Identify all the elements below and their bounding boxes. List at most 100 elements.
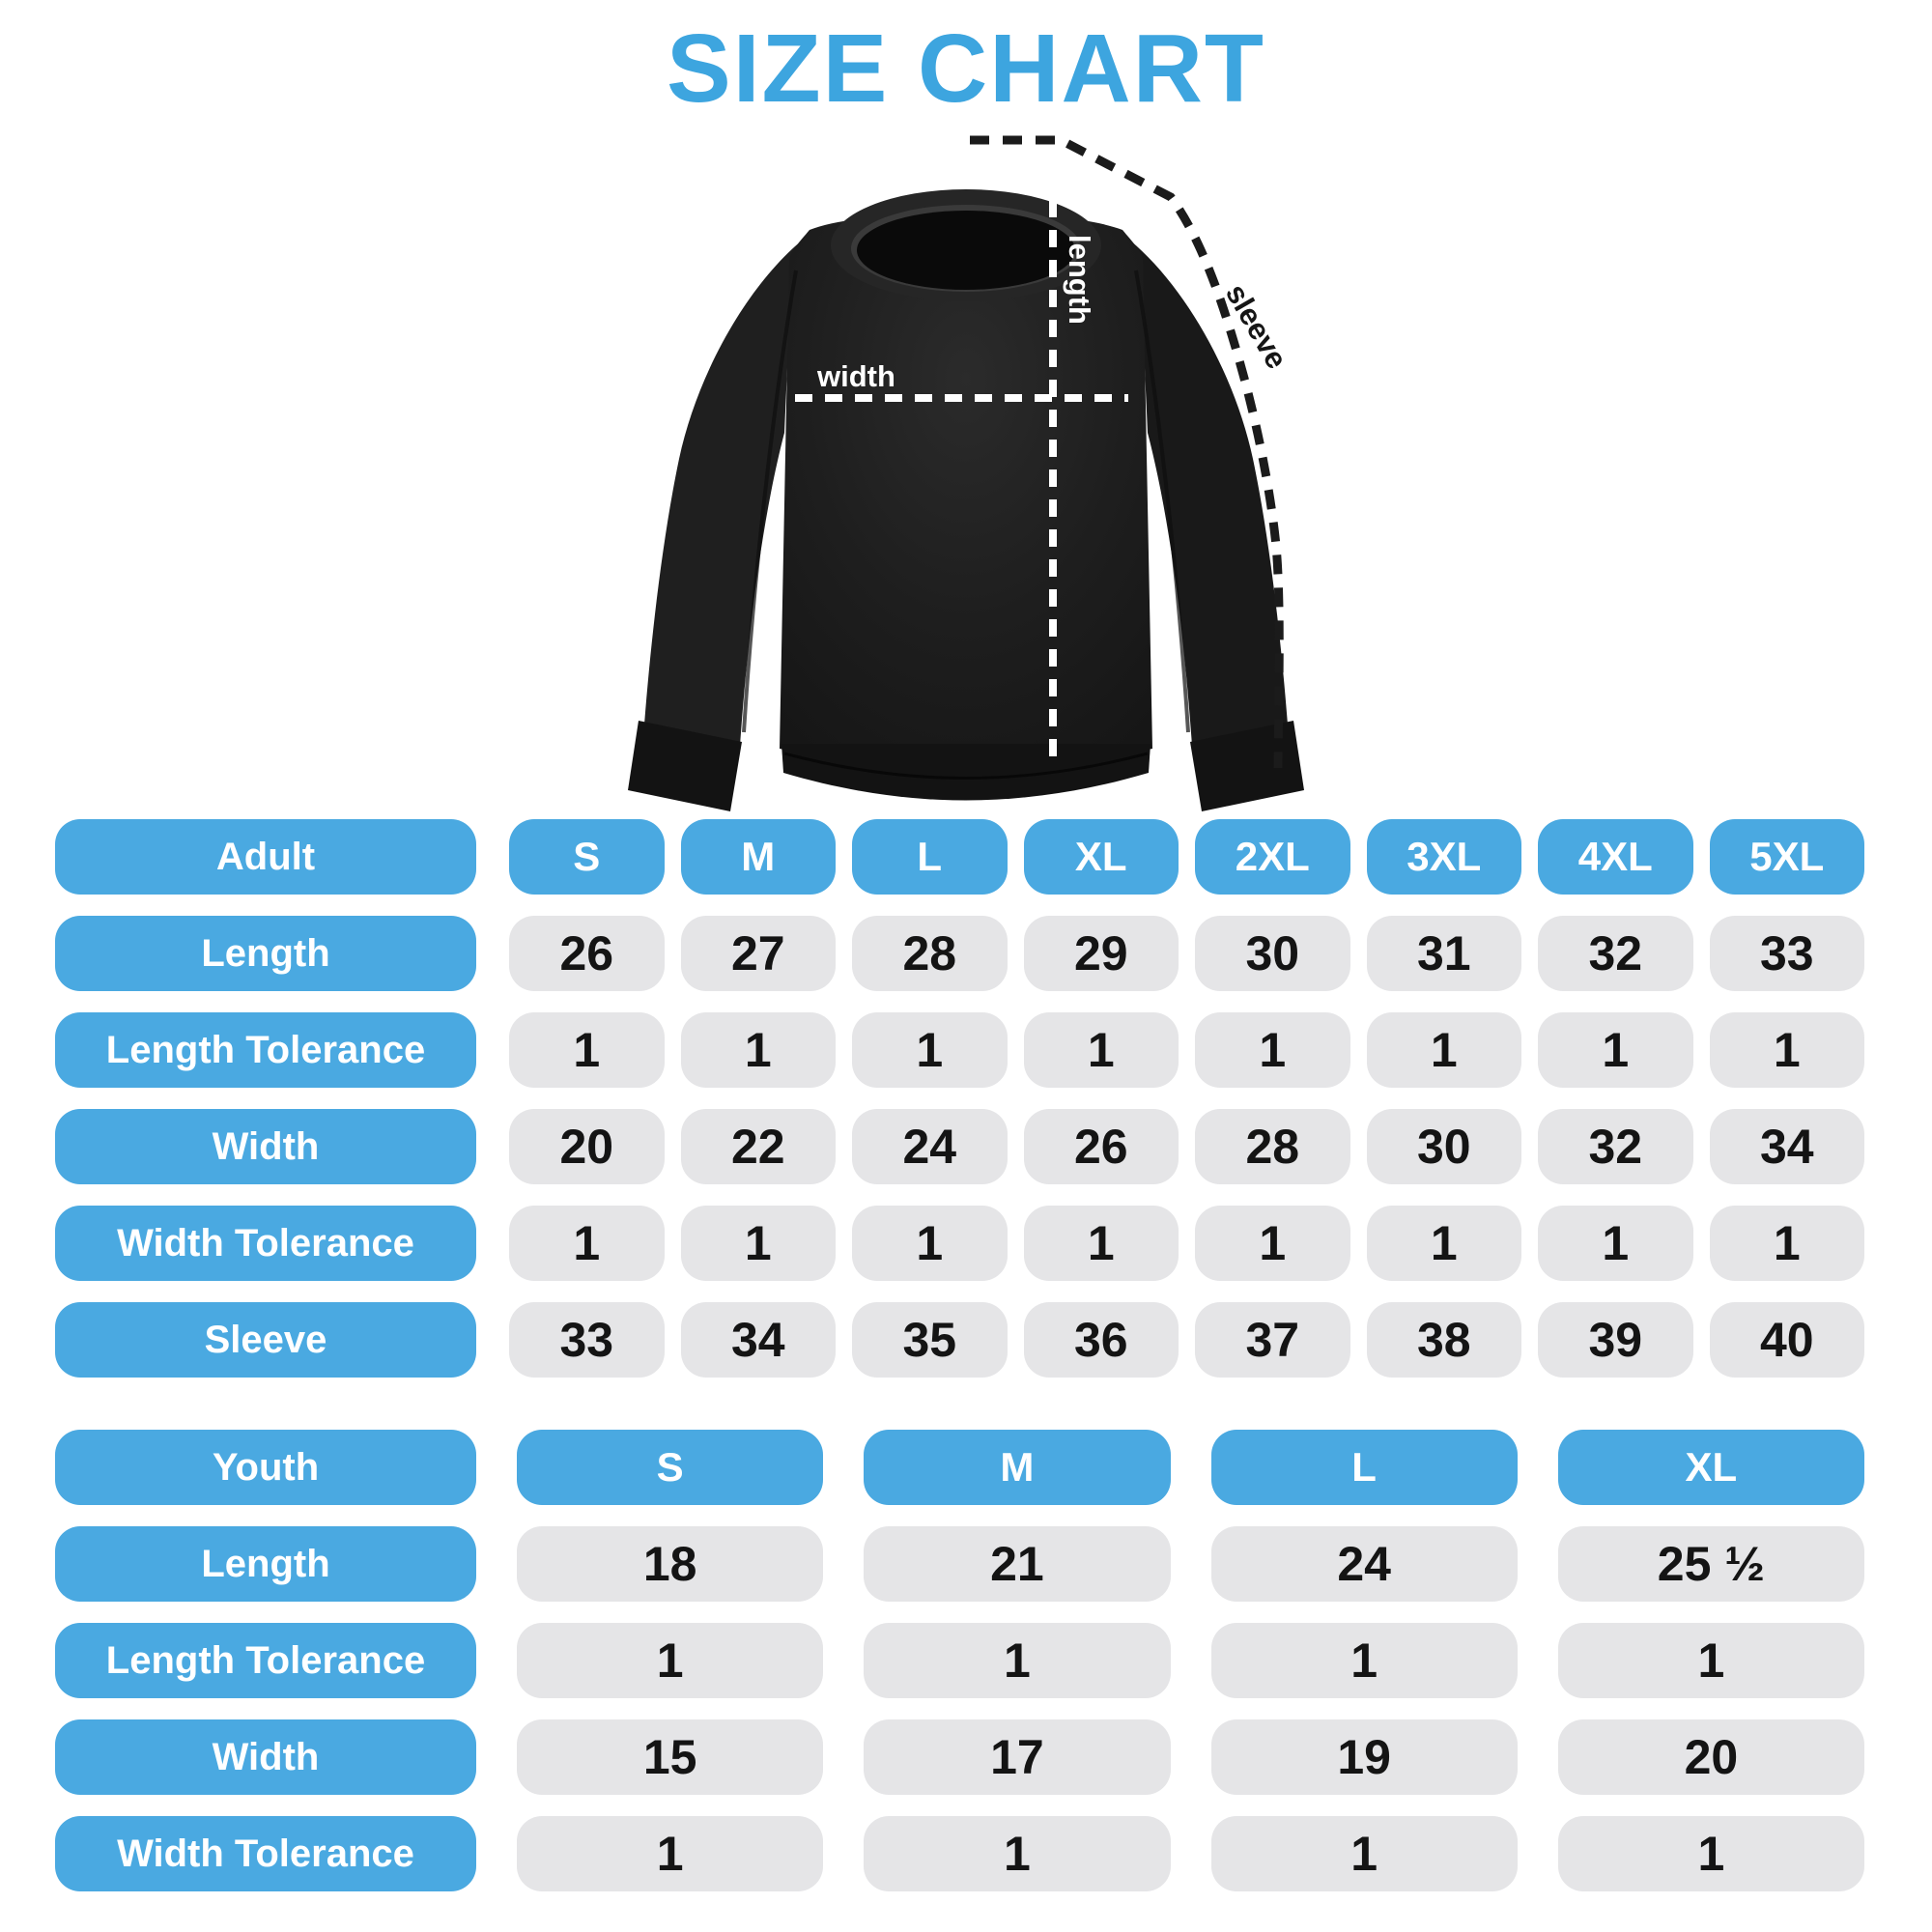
value-cell: 1 [1210, 1623, 1518, 1698]
youth-col-header: XL [1557, 1430, 1864, 1505]
adult-length-row: Length 26 27 28 29 30 31 32 33 [55, 916, 1864, 991]
value-cell: 28 [852, 916, 1008, 991]
value-cell: 33 [509, 1302, 665, 1378]
value-cell: 31 [1366, 916, 1521, 991]
sweatshirt-measurement-diagram: width length sleeve [628, 135, 1304, 811]
youth-col-header: M [864, 1430, 1171, 1505]
sweatshirt-body [780, 213, 1152, 769]
value-cell: 1 [1195, 1206, 1350, 1281]
value-cell: 1 [509, 1012, 665, 1088]
adult-col-header: 4XL [1538, 819, 1693, 895]
value-cell: 1 [509, 1206, 665, 1281]
value-cell: 39 [1538, 1302, 1693, 1378]
value-cell: 1 [517, 1816, 824, 1891]
right-cuff [1190, 721, 1304, 811]
right-sleeve-seam [1134, 270, 1190, 733]
sleeve-label: sleeve [1219, 278, 1294, 375]
row-label: Width Tolerance [55, 1206, 476, 1281]
value-cell: 33 [1709, 916, 1864, 991]
adult-length-tolerance-row: Length Tolerance 1 1 1 1 1 1 1 1 [55, 1012, 1864, 1088]
value-cell: 1 [1709, 1012, 1864, 1088]
value-cell: 1 [680, 1012, 836, 1088]
value-cell: 29 [1023, 916, 1179, 991]
value-cell: 1 [1366, 1206, 1521, 1281]
adult-col-header: L [852, 819, 1008, 895]
value-cell: 15 [517, 1719, 824, 1795]
value-cell: 32 [1538, 1109, 1693, 1184]
youth-size-table: Youth S M L XL Length 18 21 24 25 ½ Leng… [55, 1430, 1864, 1913]
hem-band [781, 744, 1151, 801]
youth-length-row: Length 18 21 24 25 ½ [55, 1526, 1864, 1602]
adult-header-row: Adult S M L XL 2XL 3XL 4XL 5XL [55, 819, 1864, 895]
value-cell: 1 [1557, 1623, 1864, 1698]
value-cell: 1 [517, 1623, 824, 1698]
row-label: Width [55, 1719, 476, 1795]
value-cell: 1 [864, 1623, 1171, 1698]
value-cell: 32 [1538, 916, 1693, 991]
youth-col-header: L [1210, 1430, 1518, 1505]
length-label: length [1063, 235, 1096, 325]
adult-width-tolerance-row: Width Tolerance 1 1 1 1 1 1 1 1 [55, 1206, 1864, 1281]
adult-table-title: Adult [55, 819, 476, 895]
page-title: SIZE CHART [667, 14, 1265, 123]
row-label: Length Tolerance [55, 1623, 476, 1698]
row-label: Length [55, 916, 476, 991]
value-cell: 36 [1023, 1302, 1179, 1378]
left-sleeve [644, 236, 808, 746]
left-cuff [628, 721, 742, 811]
value-cell: 18 [517, 1526, 824, 1602]
adult-col-header: 5XL [1709, 819, 1864, 895]
value-cell: 37 [1195, 1302, 1350, 1378]
value-cell: 22 [680, 1109, 836, 1184]
hem-seam [783, 752, 1149, 780]
value-cell: 19 [1210, 1719, 1518, 1795]
row-label: Sleeve [55, 1302, 476, 1378]
value-cell: 1 [864, 1816, 1171, 1891]
left-sleeve-seam [742, 270, 798, 733]
adult-col-header: XL [1023, 819, 1179, 895]
right-sleeve [1124, 236, 1288, 746]
row-label: Length Tolerance [55, 1012, 476, 1088]
value-cell: 1 [1557, 1816, 1864, 1891]
value-cell: 20 [1557, 1719, 1864, 1795]
youth-col-header: S [517, 1430, 824, 1505]
value-cell: 1 [1195, 1012, 1350, 1088]
row-label: Width [55, 1109, 476, 1184]
value-cell: 40 [1709, 1302, 1864, 1378]
value-cell: 1 [1210, 1816, 1518, 1891]
adult-sleeve-row: Sleeve 33 34 35 36 37 38 39 40 [55, 1302, 1864, 1378]
width-label: width [816, 359, 895, 393]
value-cell: 20 [509, 1109, 665, 1184]
row-label: Length [55, 1526, 476, 1602]
value-cell: 1 [1023, 1206, 1179, 1281]
value-cell: 1 [1538, 1012, 1693, 1088]
adult-col-header: M [680, 819, 836, 895]
value-cell: 1 [852, 1206, 1008, 1281]
value-cell: 1 [1709, 1206, 1864, 1281]
value-cell: 1 [1538, 1206, 1693, 1281]
value-cell: 38 [1366, 1302, 1521, 1378]
value-cell: 25 ½ [1557, 1526, 1864, 1602]
row-label: Width Tolerance [55, 1816, 476, 1891]
value-cell: 30 [1366, 1109, 1521, 1184]
value-cell: 21 [864, 1526, 1171, 1602]
value-cell: 30 [1195, 916, 1350, 991]
value-cell: 1 [1366, 1012, 1521, 1088]
value-cell: 24 [852, 1109, 1008, 1184]
sleeve-measure-line [970, 135, 1284, 769]
adult-width-row: Width 20 22 24 26 28 30 32 34 [55, 1109, 1864, 1184]
value-cell: 28 [1195, 1109, 1350, 1184]
youth-length-tolerance-row: Length Tolerance 1 1 1 1 [55, 1623, 1864, 1698]
value-cell: 26 [1023, 1109, 1179, 1184]
youth-table-title: Youth [55, 1430, 476, 1505]
value-cell: 34 [1709, 1109, 1864, 1184]
value-cell: 24 [1210, 1526, 1518, 1602]
value-cell: 17 [864, 1719, 1171, 1795]
value-cell: 26 [509, 916, 665, 991]
adult-size-table: Adult S M L XL 2XL 3XL 4XL 5XL Length 26… [55, 819, 1864, 1399]
collar-inner [857, 211, 1075, 290]
value-cell: 1 [852, 1012, 1008, 1088]
adult-col-header: 3XL [1366, 819, 1521, 895]
adult-col-header: 2XL [1195, 819, 1350, 895]
value-cell: 35 [852, 1302, 1008, 1378]
